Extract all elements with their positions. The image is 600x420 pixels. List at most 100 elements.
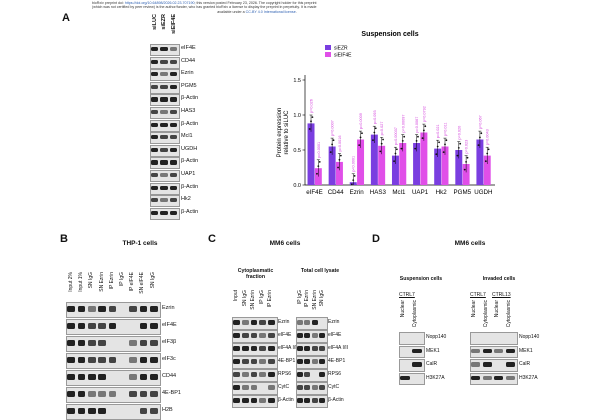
panel-c-letter: C	[208, 233, 216, 245]
blot-band	[169, 210, 177, 215]
data-point	[444, 143, 446, 146]
data-point	[457, 147, 460, 149]
blot-band	[268, 398, 275, 403]
data-point	[374, 127, 377, 130]
blot-band	[471, 362, 481, 367]
blot-band	[241, 333, 249, 338]
blot-band	[311, 333, 318, 338]
blot-band	[296, 333, 303, 338]
data-point	[331, 143, 334, 146]
bar	[434, 148, 442, 185]
blot-band	[160, 185, 168, 190]
bar	[370, 134, 378, 185]
x-tick-label: UGDH	[474, 189, 492, 196]
blot-band	[169, 47, 177, 52]
row-label: MEK1	[426, 347, 440, 354]
lane-label: siEIF4E	[170, 14, 177, 34]
blot-strip	[399, 372, 425, 385]
row-label: H3K27A	[519, 374, 538, 381]
row-label: β-Actin	[181, 208, 199, 215]
blot-band	[304, 385, 311, 390]
row-label: β-Actin	[181, 158, 199, 165]
bar	[335, 161, 343, 185]
blot-band	[169, 135, 177, 140]
blot-band	[259, 320, 267, 325]
blot-band	[169, 173, 177, 178]
blot-band	[108, 357, 117, 364]
data-point	[414, 147, 417, 150]
p-value-label: p=0.026	[310, 99, 314, 113]
bar	[413, 143, 421, 185]
row-label: β-Actin	[181, 120, 199, 127]
panel-c-left-subtitle: Cytoplasmatic fraction	[237, 268, 274, 280]
blot-band	[139, 306, 148, 313]
y-tick-label: 0.5	[293, 148, 301, 154]
p-value-label: p=0.067	[478, 115, 482, 129]
blot-band	[250, 359, 258, 364]
data-point	[435, 153, 438, 156]
data-point	[382, 138, 384, 141]
blot-band	[77, 306, 86, 313]
blot-band	[241, 385, 249, 390]
license-link[interactable]: CC-BY 4.0 International license	[245, 9, 296, 14]
blot-band	[160, 59, 168, 64]
data-point	[422, 129, 425, 132]
blot-band	[169, 160, 177, 165]
blot-band	[304, 372, 311, 377]
row-label: eIF3c	[162, 356, 176, 362]
p-value-label: p=0.023	[465, 140, 469, 154]
blot-band	[98, 391, 107, 398]
blot-band	[471, 375, 481, 381]
blot-band	[149, 357, 158, 364]
blot-band	[98, 306, 107, 313]
blot-band	[319, 346, 326, 351]
blot-band	[151, 97, 159, 102]
doi-link[interactable]: https://doi.org/10.64898/2026.02.23.7071…	[124, 1, 195, 5]
lane-label: SN IgG	[241, 290, 248, 307]
blot-band	[250, 372, 258, 377]
blot-band	[169, 122, 177, 127]
blot-band	[250, 333, 258, 338]
blot-band	[77, 357, 86, 364]
blot-band	[151, 185, 159, 190]
lane-label: SN eIF4E	[139, 272, 146, 294]
blot-band	[87, 391, 96, 398]
blot-band	[233, 372, 240, 377]
blot-band	[151, 160, 159, 165]
blot-band	[169, 59, 177, 64]
lane-label: SN IgG	[149, 272, 156, 289]
blot-band	[77, 391, 86, 398]
blot-band	[98, 408, 107, 415]
p-value-label: p=0.0009	[359, 113, 363, 129]
blot-band	[67, 391, 76, 398]
blot-band	[169, 110, 177, 115]
lane-label: Nuclear	[494, 300, 500, 318]
row-label: eIF4E	[328, 332, 342, 338]
data-point	[484, 160, 487, 163]
row-label: Mcl1	[181, 133, 193, 140]
blot-band	[98, 323, 107, 330]
blot-band	[169, 84, 177, 89]
panel-c-title: MM6 cells	[269, 240, 301, 247]
data-point	[317, 165, 320, 168]
lane-label: Nuclear	[400, 300, 406, 318]
lane-label: Nuclear	[471, 300, 477, 318]
blot-band	[67, 340, 76, 347]
blot-band	[304, 320, 311, 325]
x-tick-label: Mcl1	[392, 189, 406, 196]
p-value-label: p=0.021	[436, 124, 440, 138]
blot-band	[412, 362, 422, 367]
blot-band	[87, 374, 96, 381]
row-label: PGM5	[181, 82, 197, 89]
data-point	[393, 160, 395, 163]
blot-band	[259, 359, 267, 364]
y-tick-label: 0.0	[293, 183, 301, 189]
blot-strip	[399, 359, 425, 372]
data-point	[417, 135, 419, 138]
x-tick-label: UAP1	[412, 189, 429, 196]
legend-swatch	[325, 45, 331, 50]
data-point	[353, 175, 356, 177]
bar	[483, 155, 491, 185]
lane-label: siLUC	[152, 14, 158, 30]
header-text: bioRxiv preprint doi:	[92, 1, 125, 5]
